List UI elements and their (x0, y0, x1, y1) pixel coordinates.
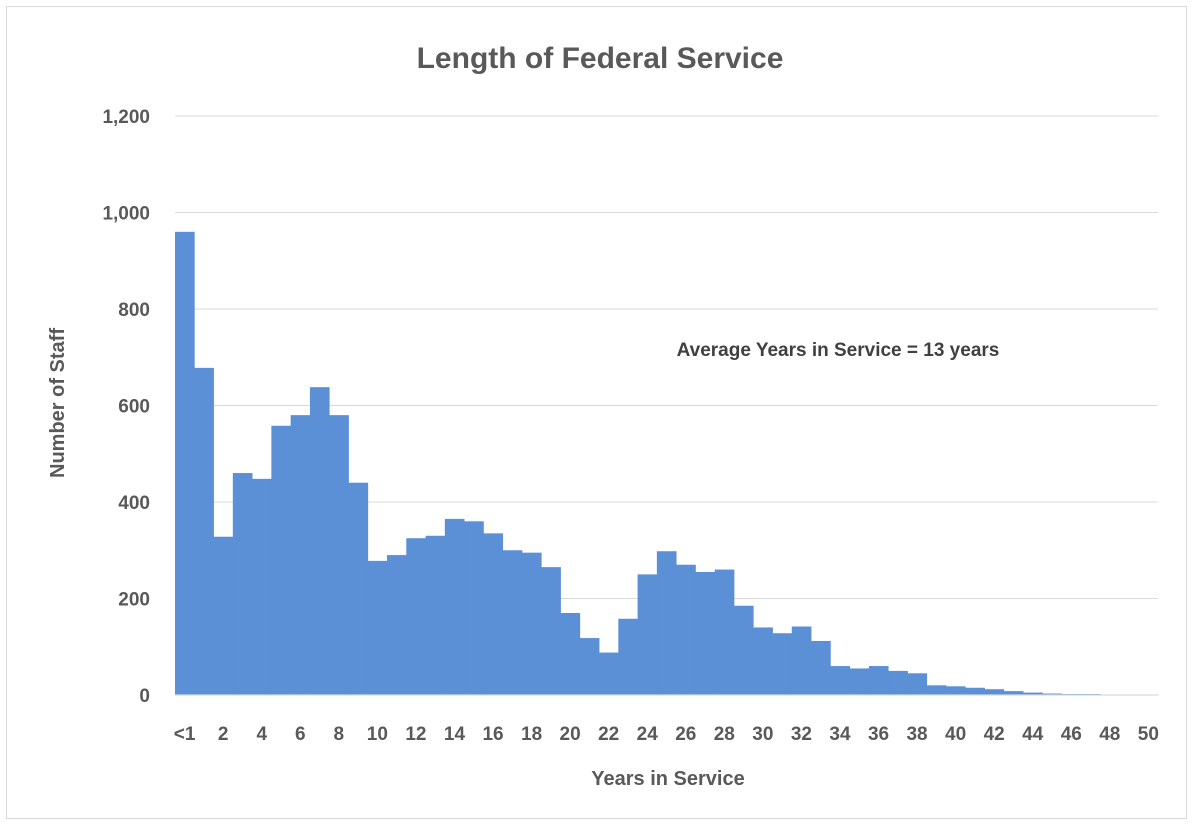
x-tick-label: 10 (367, 724, 388, 745)
bar (464, 521, 484, 695)
bars (175, 231, 1159, 696)
bar (849, 668, 870, 695)
x-tick-label: 40 (945, 724, 966, 745)
bar (791, 626, 812, 695)
bar (271, 425, 292, 695)
bar (444, 518, 465, 695)
x-tick-label: 30 (752, 724, 773, 745)
bar (252, 478, 272, 695)
y-tick-label: 400 (118, 493, 150, 514)
bar (733, 605, 754, 695)
bar (213, 536, 234, 695)
x-tick-label: 24 (637, 724, 659, 745)
bar (387, 555, 407, 695)
bar (656, 551, 677, 695)
x-tick-label: 2 (218, 724, 229, 745)
y-tick-label: 200 (118, 590, 150, 611)
bar (945, 686, 966, 695)
x-tick-label: 26 (675, 724, 696, 745)
y-tick-label: 0 (139, 686, 150, 707)
x-tick-label: 42 (984, 724, 1005, 745)
x-tick-label: 50 (1138, 724, 1159, 745)
bar (599, 652, 619, 695)
bar (637, 574, 658, 696)
bar (1042, 693, 1063, 695)
bar (579, 638, 600, 695)
bar (753, 627, 773, 695)
x-tick-label: 16 (482, 724, 503, 745)
bar (714, 569, 735, 695)
bar (888, 670, 908, 696)
x-tick-label: 4 (256, 724, 267, 745)
x-tick-label: 12 (405, 724, 426, 745)
bar (618, 618, 638, 695)
x-tick-label: 8 (334, 724, 345, 745)
bar (1023, 692, 1043, 695)
bar (290, 415, 311, 695)
bar (1003, 691, 1024, 695)
x-tick-label: 18 (521, 724, 542, 745)
x-tick-label: 22 (598, 724, 619, 745)
y-axis-label: Number of Staff (47, 328, 69, 478)
x-axis-label: Years in Service (591, 768, 744, 790)
bar (521, 552, 542, 695)
bar (772, 633, 793, 695)
bar (232, 473, 253, 695)
bar (811, 640, 831, 695)
bar (425, 535, 446, 695)
y-tick-label: 800 (118, 300, 150, 321)
bar (348, 482, 369, 695)
bar (676, 564, 696, 695)
bar (175, 231, 195, 696)
x-tick-label: 34 (829, 724, 851, 745)
x-tick-label: 44 (1022, 724, 1044, 745)
y-axis-ticks: 0 200 400 600 800 1,000 1,200 (102, 107, 150, 707)
y-tick-label: 1,200 (102, 107, 150, 128)
x-tick-label: 48 (1099, 724, 1120, 745)
bar (907, 673, 928, 695)
y-tick-label: 1,000 (102, 204, 150, 225)
bar (329, 415, 349, 695)
bar (309, 387, 330, 695)
bar (502, 550, 523, 695)
x-tick-label: 32 (791, 724, 812, 745)
bar (830, 666, 850, 695)
x-tick-label: 46 (1061, 724, 1082, 745)
bar (695, 571, 716, 695)
bar (194, 367, 214, 695)
bar (560, 612, 581, 695)
bar (868, 666, 889, 695)
x-tick-label: 20 (560, 724, 581, 745)
bar (483, 533, 504, 695)
x-tick-label: 6 (295, 724, 306, 745)
x-tick-label: 28 (714, 724, 735, 745)
x-tick-label: 14 (444, 724, 466, 745)
bar (367, 560, 388, 695)
bar (541, 567, 561, 695)
chart-title: Length of Federal Service (417, 42, 784, 75)
bar (406, 538, 426, 695)
average-annotation: Average Years in Service = 13 years (677, 340, 1000, 361)
bar (926, 685, 947, 695)
y-tick-label: 600 (118, 397, 150, 418)
x-axis-ticks: <1 2 4 6 8 10 12 14 16 18 20 22 24 26 28 30 32 34 36 38 40 42… (174, 724, 1159, 745)
x-tick-label: 38 (906, 724, 927, 745)
bar (965, 687, 985, 695)
x-tick-label: <1 (174, 724, 196, 745)
bar (984, 689, 1005, 695)
x-tick-label: 36 (868, 724, 889, 745)
